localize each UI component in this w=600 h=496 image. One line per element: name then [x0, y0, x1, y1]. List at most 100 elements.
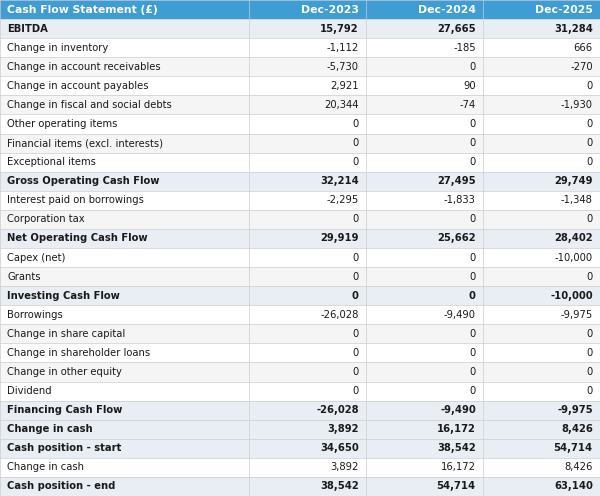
Text: 0: 0: [470, 272, 476, 282]
Text: -185: -185: [453, 43, 476, 53]
Bar: [0, 19, 249, 38]
Bar: [483, 248, 600, 267]
Bar: [483, 210, 600, 229]
Text: 0: 0: [470, 386, 476, 396]
Text: 0: 0: [470, 367, 476, 377]
Text: -5,730: -5,730: [327, 62, 359, 72]
Bar: [249, 172, 366, 191]
Text: -10,000: -10,000: [554, 252, 593, 262]
Text: -1,348: -1,348: [561, 195, 593, 205]
Bar: [483, 57, 600, 76]
Bar: [249, 267, 366, 286]
Text: 0: 0: [353, 386, 359, 396]
Bar: [483, 38, 600, 57]
Text: 0: 0: [353, 348, 359, 358]
Text: 34,650: 34,650: [320, 443, 359, 453]
Text: 3,892: 3,892: [331, 462, 359, 472]
Bar: [249, 248, 366, 267]
Text: 25,662: 25,662: [437, 234, 476, 244]
Bar: [366, 286, 483, 305]
Text: 0: 0: [470, 348, 476, 358]
Text: Net Operating Cash Flow: Net Operating Cash Flow: [7, 234, 148, 244]
Text: EBITDA: EBITDA: [7, 24, 48, 34]
Text: 0: 0: [587, 81, 593, 91]
Bar: [249, 286, 366, 305]
Text: Exceptional items: Exceptional items: [7, 157, 96, 167]
Text: 0: 0: [587, 214, 593, 224]
Text: Dec-2023: Dec-2023: [301, 4, 359, 14]
Bar: [483, 305, 600, 324]
Bar: [0, 133, 249, 153]
Bar: [366, 401, 483, 420]
Bar: [249, 439, 366, 458]
Bar: [366, 267, 483, 286]
Text: 0: 0: [353, 119, 359, 129]
Bar: [0, 210, 249, 229]
Text: 3,892: 3,892: [328, 424, 359, 434]
Text: 0: 0: [587, 157, 593, 167]
Bar: [483, 477, 600, 496]
Bar: [249, 57, 366, 76]
Text: 0: 0: [470, 214, 476, 224]
Text: Dec-2025: Dec-2025: [535, 4, 593, 14]
Text: Cash position - start: Cash position - start: [7, 443, 122, 453]
Text: 0: 0: [469, 291, 476, 301]
Text: 31,284: 31,284: [554, 24, 593, 34]
Bar: [483, 363, 600, 381]
Text: Change in account receivables: Change in account receivables: [7, 62, 161, 72]
Bar: [249, 458, 366, 477]
Bar: [0, 286, 249, 305]
Bar: [483, 191, 600, 210]
Text: -2,295: -2,295: [326, 195, 359, 205]
Bar: [0, 381, 249, 401]
Text: Other operating items: Other operating items: [7, 119, 118, 129]
Bar: [483, 381, 600, 401]
Text: Gross Operating Cash Flow: Gross Operating Cash Flow: [7, 176, 160, 186]
Text: 90: 90: [463, 81, 476, 91]
Text: Change in cash: Change in cash: [7, 462, 84, 472]
Text: Borrowings: Borrowings: [7, 310, 63, 320]
Text: 63,140: 63,140: [554, 482, 593, 492]
Bar: [483, 153, 600, 172]
Bar: [483, 0, 600, 19]
Text: 0: 0: [470, 119, 476, 129]
Text: Dividend: Dividend: [7, 386, 52, 396]
Bar: [366, 153, 483, 172]
Bar: [249, 0, 366, 19]
Bar: [483, 115, 600, 133]
Bar: [249, 363, 366, 381]
Bar: [366, 343, 483, 363]
Bar: [0, 248, 249, 267]
Bar: [249, 210, 366, 229]
Text: Change in shareholder loans: Change in shareholder loans: [7, 348, 151, 358]
Text: Dec-2024: Dec-2024: [418, 4, 476, 14]
Text: 0: 0: [353, 272, 359, 282]
Text: -1,112: -1,112: [326, 43, 359, 53]
Bar: [483, 439, 600, 458]
Bar: [0, 401, 249, 420]
Bar: [366, 324, 483, 343]
Text: 2,921: 2,921: [330, 81, 359, 91]
Bar: [0, 0, 249, 19]
Text: 0: 0: [470, 62, 476, 72]
Text: 0: 0: [352, 291, 359, 301]
Bar: [0, 191, 249, 210]
Text: 8,426: 8,426: [561, 424, 593, 434]
Text: 54,714: 54,714: [437, 482, 476, 492]
Text: -10,000: -10,000: [550, 291, 593, 301]
Bar: [483, 19, 600, 38]
Bar: [366, 381, 483, 401]
Text: Change in account payables: Change in account payables: [7, 81, 149, 91]
Text: Capex (net): Capex (net): [7, 252, 65, 262]
Bar: [483, 401, 600, 420]
Bar: [0, 153, 249, 172]
Text: -26,028: -26,028: [316, 405, 359, 415]
Text: 38,542: 38,542: [437, 443, 476, 453]
Bar: [249, 19, 366, 38]
Bar: [249, 38, 366, 57]
Text: Change in share capital: Change in share capital: [7, 329, 125, 339]
Text: -1,930: -1,930: [561, 100, 593, 110]
Text: Financial items (excl. interests): Financial items (excl. interests): [7, 138, 163, 148]
Bar: [249, 420, 366, 439]
Bar: [0, 305, 249, 324]
